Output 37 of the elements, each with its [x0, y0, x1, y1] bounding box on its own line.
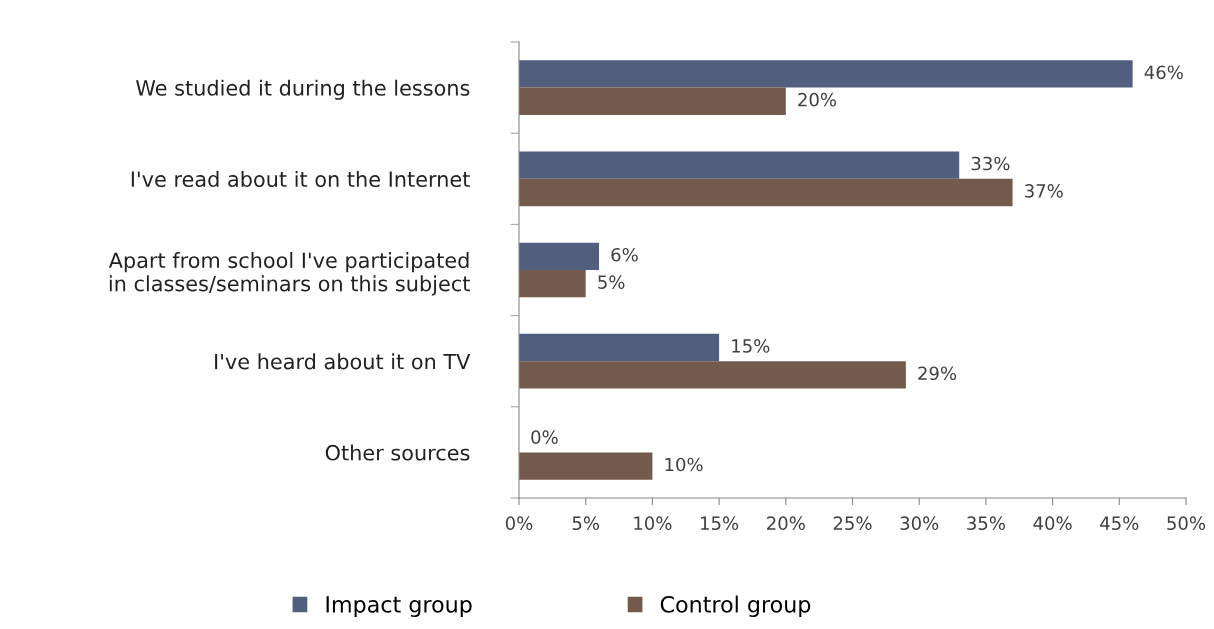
bar	[519, 333, 720, 362]
bar	[519, 178, 1013, 207]
data-label: 33%	[971, 156, 1010, 171]
y-tick-label: Other sources	[325, 444, 470, 461]
x-tick-label: 15%	[701, 516, 739, 531]
bar	[519, 242, 600, 270]
data-label: 10%	[665, 457, 703, 472]
bar	[519, 361, 906, 389]
data-label: 29%	[918, 366, 957, 381]
bar	[519, 151, 960, 179]
x-tick-label: 20%	[767, 516, 805, 531]
x-tick-label: 50%	[1167, 516, 1206, 531]
data-label: 0%	[531, 430, 558, 444]
x-tick-label: 5%	[572, 516, 600, 531]
y-tick-label: I've read about it on the Internet	[131, 170, 470, 188]
bar	[519, 270, 586, 298]
data-label: 6%	[611, 247, 638, 262]
bar	[519, 60, 1133, 88]
y-tick-label: We studied it during the lessons	[136, 79, 470, 100]
bar	[519, 452, 653, 480]
x-tick-label: 40%	[1033, 516, 1072, 531]
x-tick-label: 35%	[967, 516, 1005, 531]
data-label: 15%	[732, 339, 770, 353]
data-label: 37%	[1025, 184, 1063, 198]
data-label: 5%	[598, 275, 625, 289]
x-tick-label: 30%	[900, 516, 939, 531]
data-label: 46%	[1144, 65, 1183, 80]
y-tick-label: Apart from school I've participated in classes/seminars on this subject	[108, 252, 470, 296]
x-tick-label: 45%	[1100, 516, 1139, 531]
x-tick-label: 0%	[505, 516, 533, 531]
x-tick-label: 10%	[634, 516, 672, 531]
x-tick-label: 25%	[833, 516, 872, 531]
bar	[519, 87, 786, 115]
legend-label: Control group	[660, 595, 811, 618]
data-label: 20%	[798, 92, 837, 107]
y-tick-label: I've heard about it on TV	[215, 353, 471, 370]
legend-label: Impact group	[326, 596, 472, 618]
